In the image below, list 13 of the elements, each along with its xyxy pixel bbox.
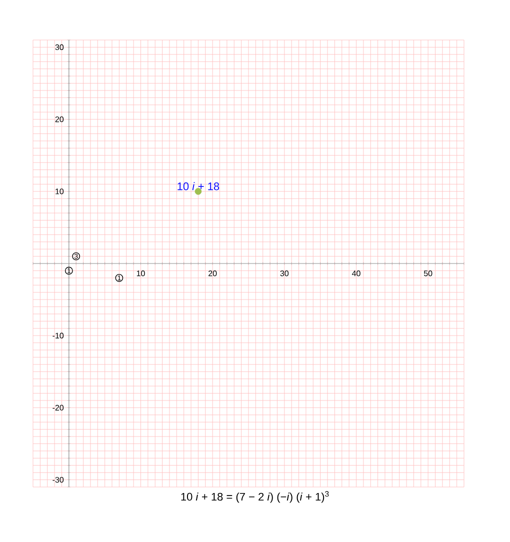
y-tick-label: 20 — [55, 116, 64, 122]
x-tick-label: 50 — [424, 270, 432, 276]
x-tick-label: 20 — [208, 270, 217, 276]
x-tick-label: 30 — [280, 270, 289, 276]
y-tick-label: 30 — [55, 44, 64, 50]
y-tick-label: -30 — [52, 476, 64, 483]
annotation: 10 i + 18 — [178, 182, 220, 190]
x-tick-label: 40 — [352, 270, 360, 276]
y-tick-label: 10 — [56, 188, 64, 194]
x-tick-label: 10 — [136, 270, 145, 276]
chart-title: 10 i + 18 = (7 − 2 i) (−i) (i + 1)$^{3}$ — [181, 491, 329, 503]
y-tick-label: -20 — [52, 404, 64, 411]
y-tick-label: -10 — [52, 332, 64, 338]
